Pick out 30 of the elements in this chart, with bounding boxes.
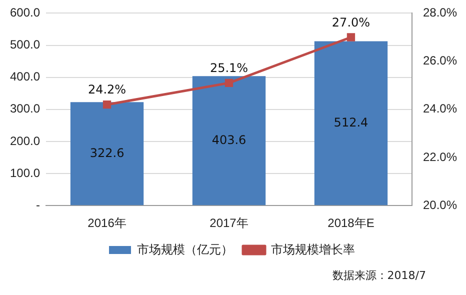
point [346, 33, 356, 42]
y-tick-label: 100.0 [10, 166, 40, 180]
legend-label: 市场规模增长率 [271, 242, 355, 256]
source-note: 数据来源：2018/7 [332, 268, 426, 283]
x-tick-label: 2016年 [88, 216, 126, 230]
data-label: 322.6 [90, 146, 124, 160]
y-tick-label: 600.0 [10, 6, 40, 20]
y2-tick-label: 20.0% [422, 198, 458, 212]
y2-tick-label: 26.0% [422, 54, 458, 68]
legend-label: 市场规模（亿元） [137, 242, 233, 256]
point [224, 78, 234, 88]
data-label: 27.0% [332, 15, 370, 30]
y2-tick-label: 28.0% [422, 6, 458, 20]
data-label: 403.6 [212, 132, 246, 147]
point [102, 100, 112, 109]
y-tick-label: - [36, 198, 40, 212]
y-tick-label: 200.0 [10, 134, 40, 148]
y-tick-label: 300.0 [10, 102, 40, 116]
data-label: 25.1% [210, 61, 248, 76]
x-tick-label: 2017年 [210, 216, 248, 230]
bar [314, 41, 388, 206]
y2-tick-label: 22.0% [422, 150, 458, 164]
y-tick-label: 400.0 [10, 70, 40, 84]
y2-tick-label: 24.0% [422, 102, 458, 116]
y-tick-label: 500.0 [10, 38, 40, 52]
data-label: 512.4 [334, 115, 368, 130]
bar [192, 76, 266, 206]
data-label: 24.2% [88, 82, 126, 97]
x-tick-label: 2018年E [328, 216, 374, 230]
bar [70, 102, 144, 206]
